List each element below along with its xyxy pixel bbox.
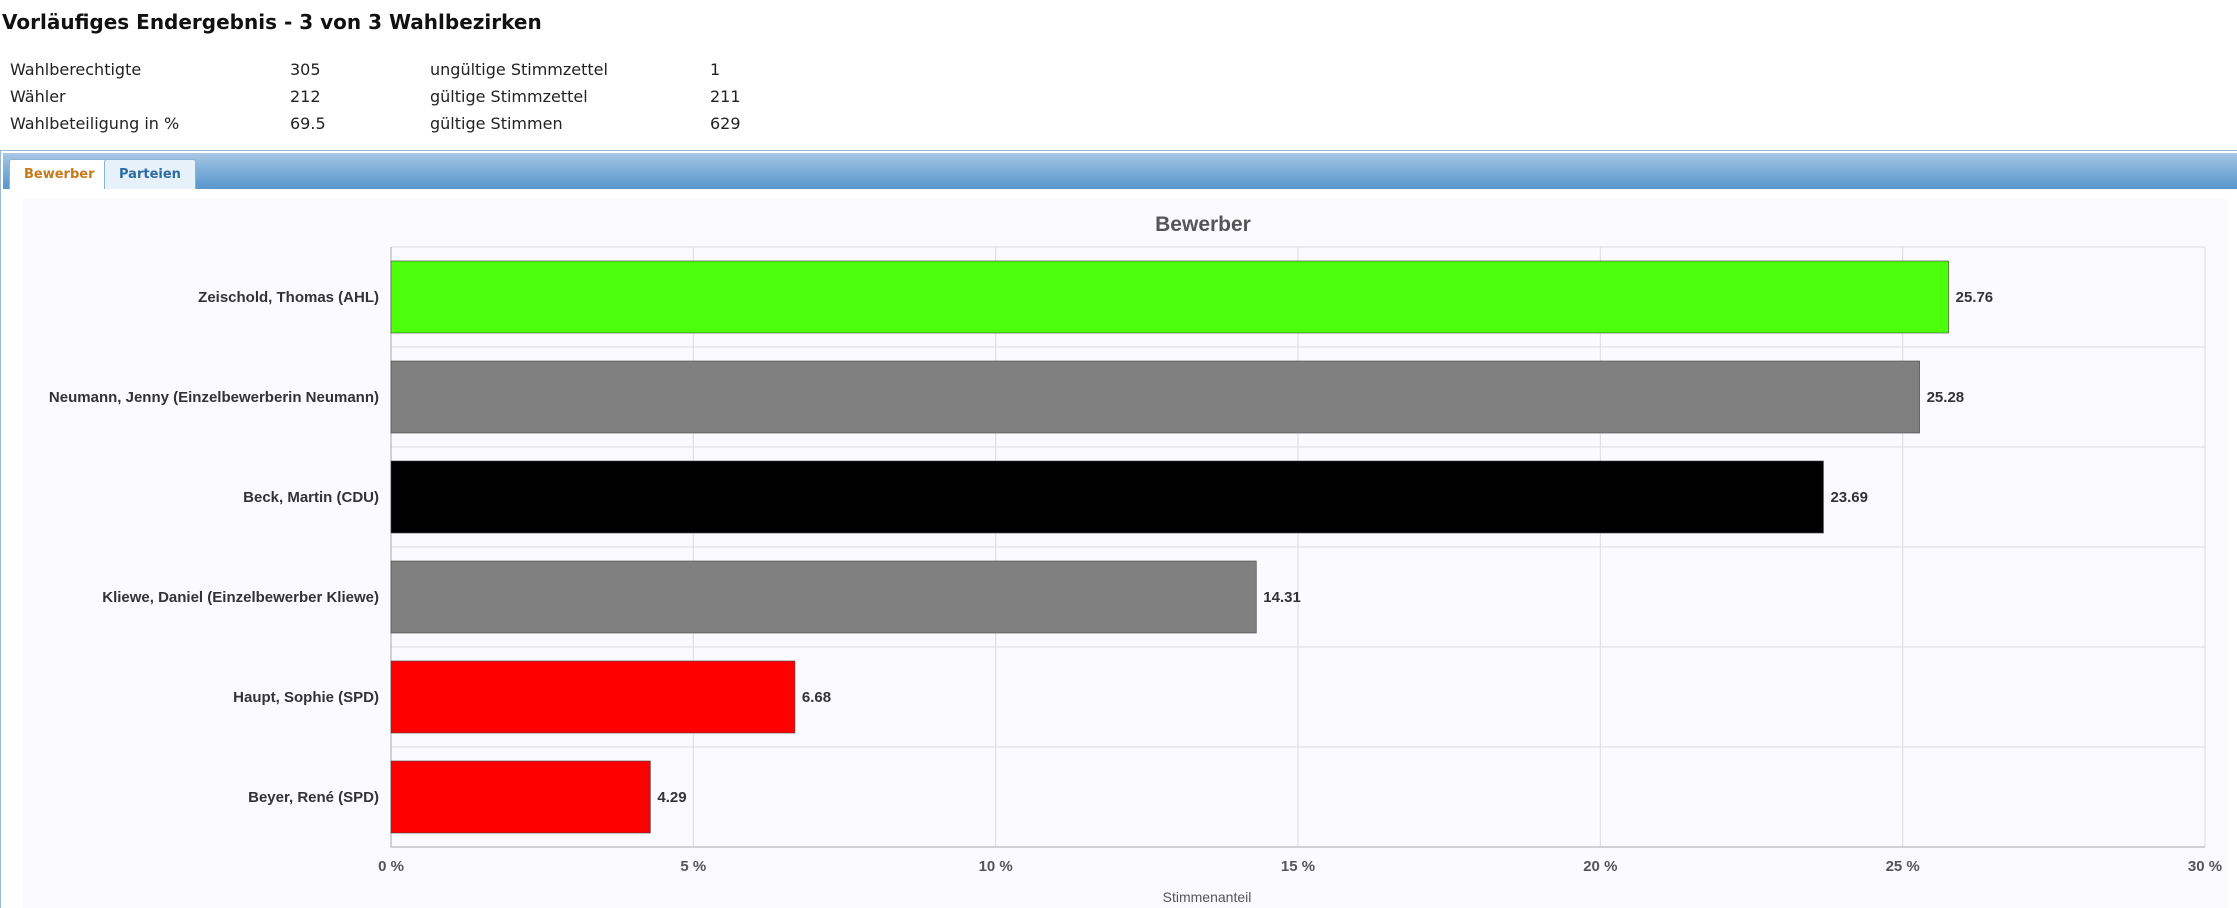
stat-value: 1 (710, 60, 721, 79)
bar (390, 760, 651, 834)
stat-value: 305 (290, 60, 321, 79)
x-tick-label: 10 % (979, 858, 1013, 875)
stat-label: Wahlberechtigte (10, 60, 142, 79)
category-label: Neumann, Jenny (Einzelbewerberin Neumann… (49, 389, 379, 406)
stat-label: gültige Stimmen (430, 114, 563, 133)
x-tick-label: 5 % (680, 858, 706, 875)
value-label: 14.31 (1263, 589, 1301, 606)
category-label: Beck, Martin (CDU) (243, 489, 379, 506)
x-tick-label: 20 % (1583, 858, 1617, 875)
x-tick-label: 15 % (1281, 858, 1315, 875)
bar (390, 660, 796, 734)
x-axis-title: Stimmenanteil (1163, 889, 1252, 905)
bar (390, 260, 1949, 334)
value-label: 23.69 (1830, 489, 1868, 506)
bar (390, 560, 1257, 634)
value-label: 6.68 (802, 689, 831, 706)
stat-value: 212 (290, 87, 321, 106)
x-tick-label: 25 % (1886, 858, 1920, 875)
stat-label: Wahlbeteiligung in % (10, 114, 180, 133)
value-label: 4.29 (657, 789, 686, 806)
tab-bar: Bewerber Parteien (3, 153, 2237, 189)
stats-row: Wähler 212 gültige Stimmzettel 211 (10, 87, 810, 114)
page-title: Vorläufiges Endergebnis - 3 von 3 Wahlbe… (2, 10, 542, 34)
bar-chart-svg: Bewerber 0 % 5 % 10 % 15 % 20 % 25 % 30 % Zeisch… (49, 213, 2222, 905)
bar (390, 360, 1920, 434)
category-label: Kliewe, Daniel (Einzelbewerber Kliewe) (102, 589, 379, 606)
tab-parteien[interactable]: Parteien (104, 159, 196, 189)
stat-value: 69.5 (290, 114, 326, 133)
stat-value: 629 (710, 114, 741, 133)
election-stats: Wahlberechtigte 305 ungültige Stimmzette… (10, 60, 810, 141)
candidate-chart: Bewerber 0 % 5 % 10 % 15 % 20 % 25 % 30 % Zeisch… (22, 198, 2227, 908)
stat-value: 211 (710, 87, 741, 106)
stat-label: gültige Stimmzettel (430, 87, 588, 106)
stats-row: Wahlbeteiligung in % 69.5 gültige Stimme… (10, 114, 810, 141)
value-label: 25.28 (1927, 389, 1965, 406)
bar (390, 460, 1824, 534)
stat-label: Wähler (10, 87, 66, 106)
value-label: 25.76 (1956, 289, 1994, 306)
stat-label: ungültige Stimmzettel (430, 60, 608, 79)
tab-bar-background (3, 175, 2237, 189)
stats-row: Wahlberechtigte 305 ungültige Stimmzette… (10, 60, 810, 87)
category-label: Beyer, René (SPD) (248, 789, 379, 806)
category-label: Zeischold, Thomas (AHL) (198, 289, 379, 306)
x-tick-label: 0 % (378, 858, 404, 875)
chart-title: Bewerber (1155, 213, 1251, 236)
tab-bewerber[interactable]: Bewerber (9, 159, 110, 189)
category-label: Haupt, Sophie (SPD) (233, 689, 379, 706)
x-tick-label: 30 % (2188, 858, 2222, 875)
